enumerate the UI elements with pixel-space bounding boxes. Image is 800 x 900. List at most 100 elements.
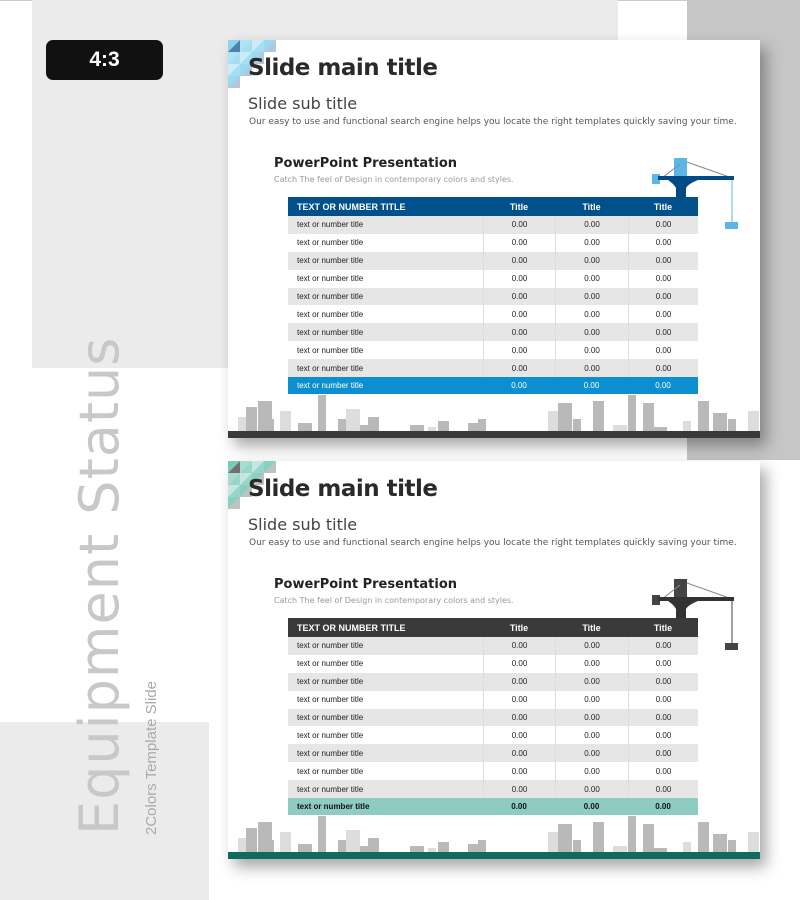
table-cell: text or number title [297,695,364,705]
background-panel-bottom [0,722,209,900]
table-cell: 0.00 [483,690,555,709]
skyline-building [298,844,312,852]
table-header: TEXT OR NUMBER TITLE Title Title Title [288,618,698,637]
table-cell: 0.00 [628,359,698,378]
skyline-building [246,828,257,852]
skyline-building [368,417,379,431]
skyline-building [728,419,736,431]
table-cell: 0.00 [628,708,698,727]
table-row: text or number title 0.00 0.00 0.00 [288,780,698,799]
table-cell: 0.00 [483,762,555,781]
table-cell: 0.00 [483,251,555,270]
table-cell: text or number title [297,363,364,373]
skyline-building [410,846,424,852]
section-title: PowerPoint Presentation [274,156,458,171]
skyline-building [593,401,604,431]
table-cell: text or number title [297,381,364,391]
table-row: text or number title 0.00 0.00 0.00 [288,744,698,763]
skyline-building [428,427,436,431]
table-row: text or number title 0.00 0.00 0.00 [288,341,698,360]
table-cell: 0.00 [483,708,555,727]
table-row: text or number title 0.00 0.00 0.00 [288,690,698,709]
section-subtitle: Catch The feel of Design in contemporary… [274,175,514,184]
table-row: text or number title 0.00 0.00 0.00 [288,269,698,288]
table-cell: 0.00 [583,802,600,812]
table-cell: text or number title [297,309,364,319]
table-cell: text or number title [297,274,364,284]
skyline-building [318,395,326,431]
section-subtitle: Catch The feel of Design in contemporary… [274,596,514,605]
table-cell: text or number title [297,713,364,722]
skyline-building [428,848,436,852]
table-cell: 0.00 [483,654,555,673]
slide-sub-title: Slide sub title [248,94,358,113]
table-row: text or number title 0.00 0.00 0.00 [288,287,698,306]
slide-main-title: Slide main title [248,55,438,81]
skyline-building [238,417,246,431]
table-cell: 0.00 [628,690,698,709]
table-cell: 0.00 [555,672,628,691]
table-cell: Title [653,201,673,212]
skyline-building [558,403,572,431]
table-row: text or number title 0.00 0.00 0.00 [288,233,698,252]
table-cell: Title [509,201,529,212]
triangle-pattern-decoration [228,40,276,88]
table-cell: text or number title [297,345,364,355]
table-cell: 0.00 [483,269,555,288]
skyline-building [683,842,691,852]
table-cell: 0.00 [483,305,555,324]
table-cell: text or number title [297,748,364,758]
skyline-building [628,816,636,852]
ground-bar [228,431,760,438]
skyline-building [573,419,581,431]
table-cell: 0.00 [628,780,698,799]
table-cell: 0.00 [511,381,527,391]
table-row: text or number title 0.00 0.00 0.00 [288,216,698,234]
vertical-title: Equipment Status [68,336,131,835]
aspect-ratio-badge: 4:3 [46,40,163,80]
skyline-building [360,425,368,431]
table-row: text or number title 0.00 0.00 0.00 [288,672,698,691]
skyline-building [653,848,667,852]
table-row: text or number title 0.00 0.00 0.00 [288,637,698,655]
table-cell: 0.00 [483,233,555,252]
table-cell: 0.00 [555,216,628,234]
skyline-building [643,403,654,431]
skyline-building [653,427,667,431]
crane-icon [652,579,738,650]
table-cell: 0.00 [483,744,555,763]
skyline-building [613,425,627,431]
data-table: TEXT OR NUMBER TITLE Title Title Title text … [288,618,698,816]
table-cell: 0.00 [555,305,628,324]
table-cell: 0.00 [628,672,698,691]
skyline-building [748,832,759,852]
table-row: text or number title 0.00 0.00 0.00 [288,708,698,727]
table-cell: text or number title [297,641,364,651]
skyline-building [280,411,291,431]
skyline-building [338,419,349,431]
table-cell: 0.00 [555,269,628,288]
skyline-building [438,842,449,852]
table-cell: Title [653,622,673,633]
table-cell: text or number title [297,327,364,337]
table-row: text or number title 0.00 0.00 0.00 [288,654,698,673]
table-cell: 0.00 [655,802,671,812]
skyline-building [713,413,727,431]
skyline-building [346,409,360,431]
table-cell: text or number title [297,659,364,669]
table-cell: 0.00 [628,305,698,324]
skyline-building [298,423,312,431]
crane-icon [652,158,738,229]
skyline-building [266,840,274,852]
table-cell: 0.00 [628,341,698,360]
table-cell: 0.00 [555,341,628,360]
table-cell: text or number title [297,766,364,776]
table-cell: 0.00 [483,359,555,378]
skyline-building [613,846,627,852]
slide-description: Our easy to use and functional search en… [249,538,737,548]
skyline-building [360,846,368,852]
table-cell: 0.00 [483,287,555,306]
vertical-subtitle: 2Colors Template Slide [143,681,160,835]
skyline-building [346,830,360,852]
table-cell: 0.00 [628,287,698,306]
